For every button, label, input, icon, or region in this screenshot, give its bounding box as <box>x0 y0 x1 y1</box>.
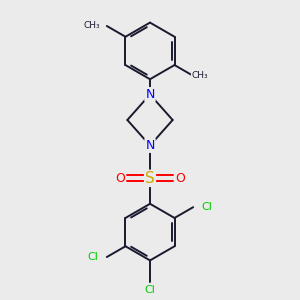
Text: N: N <box>145 139 155 152</box>
Text: Cl: Cl <box>88 252 98 262</box>
Text: N: N <box>145 88 155 101</box>
Text: CH₃: CH₃ <box>83 22 100 31</box>
Text: O: O <box>175 172 185 185</box>
Text: O: O <box>115 172 125 185</box>
Text: S: S <box>145 171 155 186</box>
Text: Cl: Cl <box>202 202 212 212</box>
Text: CH₃: CH₃ <box>192 71 208 80</box>
Text: Cl: Cl <box>145 285 155 295</box>
